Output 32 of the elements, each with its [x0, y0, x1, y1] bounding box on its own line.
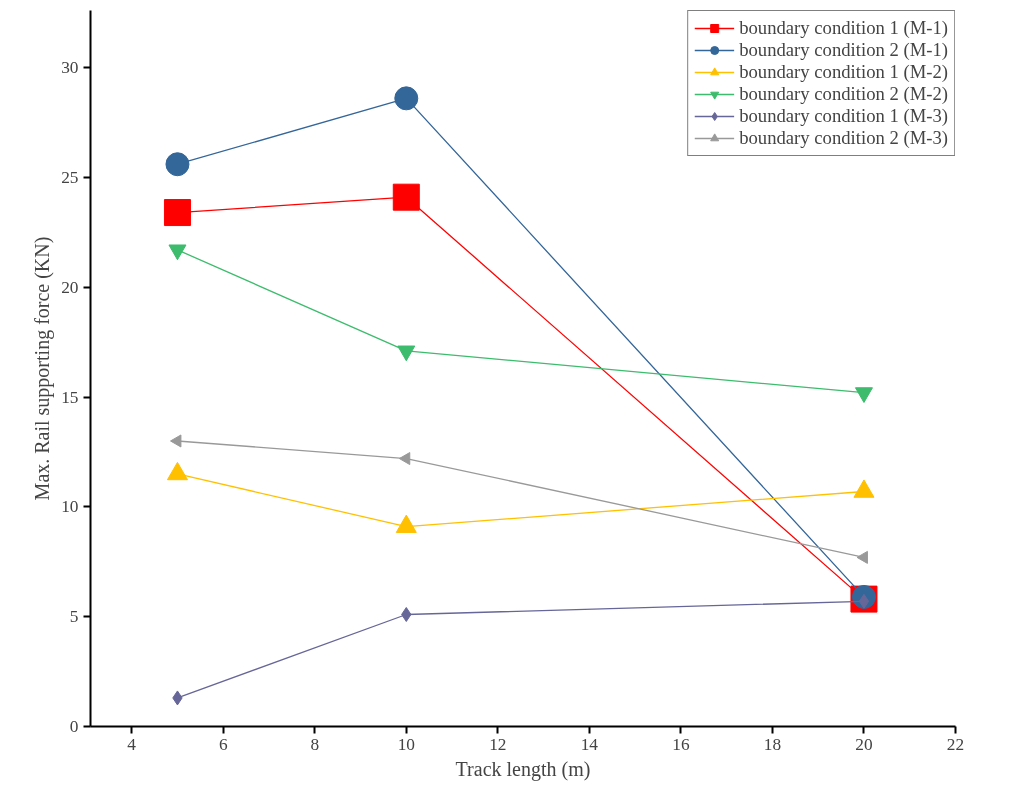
point: [856, 550, 868, 564]
x-tick-label: 10: [397, 734, 415, 754]
x-tick-label: 4: [127, 734, 137, 754]
legend-label: boundary condition 1 (M-3): [739, 105, 948, 127]
y-tick-label: 20: [61, 277, 79, 297]
legend-label: boundary condition 2 (M-2): [739, 83, 948, 105]
y-tick-label: 25: [61, 167, 79, 187]
x-tick-label: 22: [946, 734, 965, 754]
y-tick-label: 30: [61, 58, 79, 78]
y-tick-label: 10: [61, 497, 79, 517]
y-tick-label: 15: [61, 387, 79, 407]
legend-label: boundary condition 2 (M-3): [739, 127, 948, 149]
legend-label: boundary condition 1 (M-2): [739, 61, 948, 83]
legend-label: boundary condition 1 (M-1): [739, 17, 948, 39]
x-tick-label: 12: [489, 734, 507, 754]
legend-label: boundary condition 2 (M-1): [739, 39, 948, 61]
x-tick-label: 8: [310, 734, 320, 754]
x-axis-title: Track length (m): [455, 757, 591, 781]
x-tick-label: 18: [763, 734, 782, 754]
point: [392, 183, 420, 211]
point: [170, 434, 182, 448]
y-axis-title: Max. Rail supporting force (KN): [31, 236, 55, 501]
x-tick-label: 14: [580, 734, 599, 754]
y-tick-label: 0: [69, 717, 79, 736]
point: [163, 199, 191, 227]
x-tick-label: 16: [672, 734, 690, 754]
y-tick-label: 5: [69, 607, 79, 627]
point: [394, 86, 419, 111]
point: [398, 452, 411, 466]
x-tick-label: 20: [855, 734, 873, 754]
point: [165, 152, 190, 177]
x-tick-label: 6: [218, 734, 228, 754]
